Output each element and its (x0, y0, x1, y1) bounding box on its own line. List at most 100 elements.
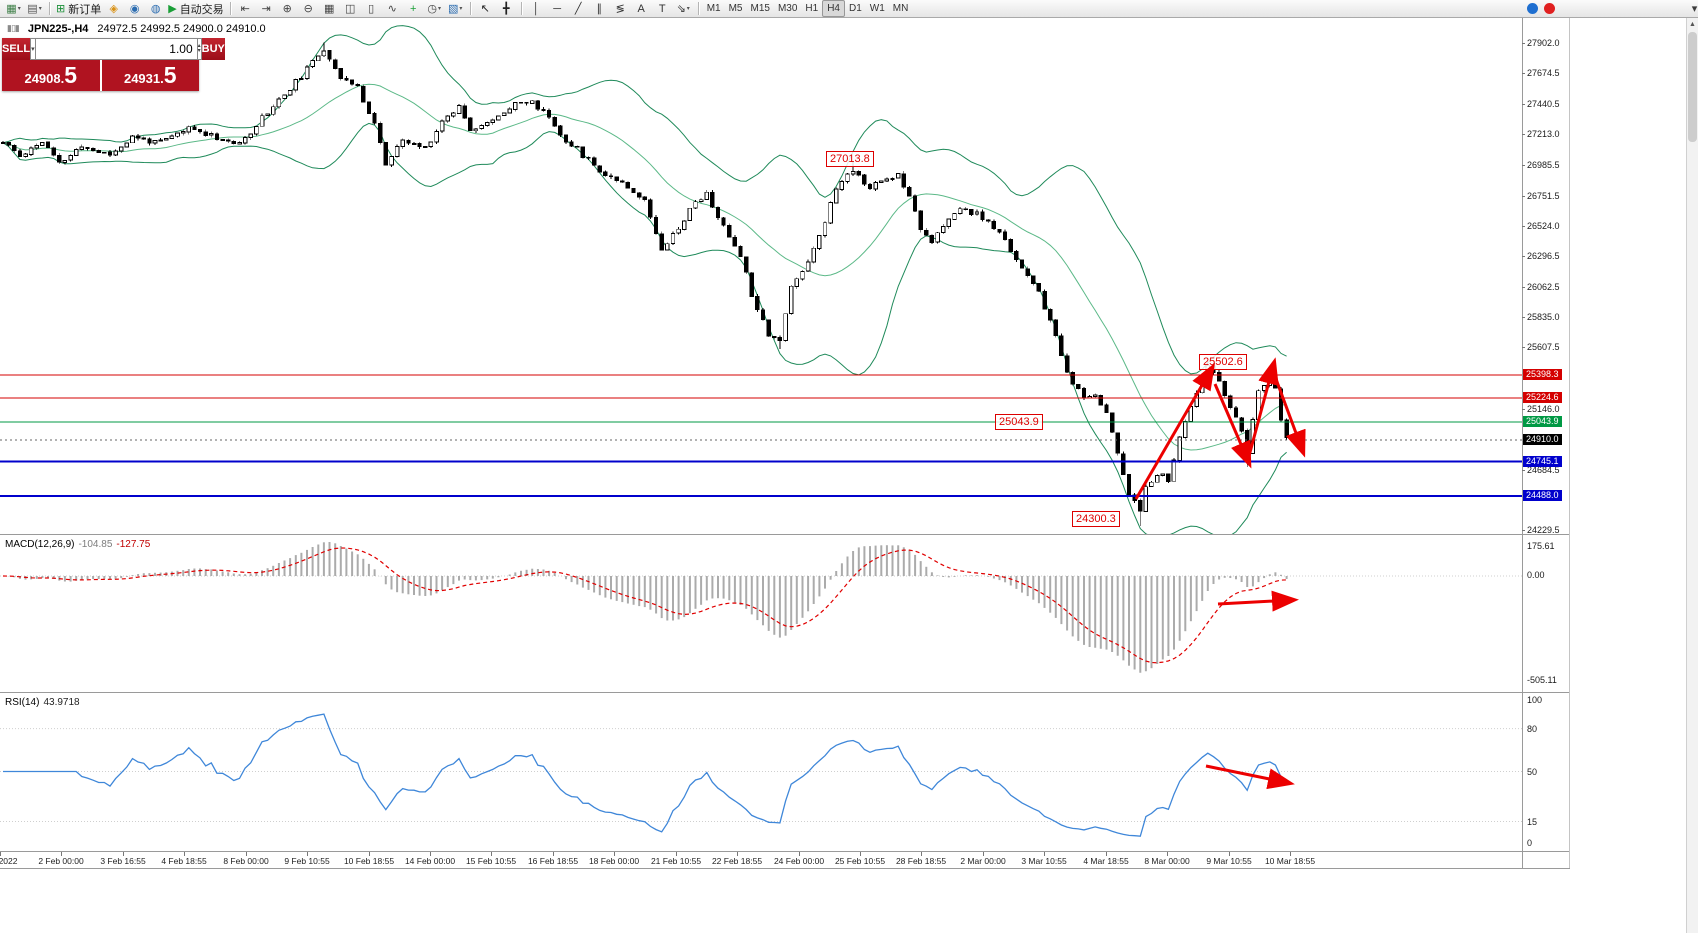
prev-chart-button-icon: ⇤ (240, 2, 250, 15)
toolbar-overflow-button[interactable]: ▾ (1691, 3, 1698, 15)
time-tick-mark (1044, 852, 1045, 856)
add-indicator-button[interactable]: + (403, 1, 424, 17)
prev-chart-button[interactable]: ⇤ (235, 1, 256, 17)
time-tick-label: 9 Feb 10:55 (284, 856, 330, 866)
scrollbar-thumb[interactable] (1688, 32, 1697, 142)
scroll-up-icon[interactable]: ▲ (1689, 21, 1696, 28)
period-button[interactable]: ◷ ▾ (424, 1, 445, 17)
sell-button[interactable]: SELL (2, 38, 31, 60)
new-order-button-label: 新订单 (68, 3, 102, 16)
timeframe-w1-button[interactable]: W1 (869, 3, 885, 14)
zoom-in-button[interactable]: ⊕ (277, 1, 298, 17)
lot-input[interactable] (35, 38, 198, 60)
globe-button-icon: ◍ (150, 2, 161, 15)
vline-tool[interactable]: │ (526, 1, 547, 17)
cursor-button[interactable]: ↖ (475, 1, 496, 17)
time-tick-label: 24 Feb 00:00 (773, 856, 825, 866)
lot-decrement-icon[interactable]: ▾ (197, 48, 201, 54)
candle-bodies (0, 50, 1289, 512)
channel-tool-icon: ∥ (596, 2, 602, 15)
zoom-out-button[interactable]: ⊖ (298, 1, 319, 17)
price-divider (99, 60, 102, 91)
candle-chart-button[interactable]: ▯ (361, 1, 382, 17)
sell-price[interactable]: 24908. 5 (24, 62, 78, 88)
timeframe-m15-button[interactable]: M15 (750, 3, 770, 14)
toolbar-separator (697, 2, 699, 15)
toolbar-separator (520, 2, 522, 15)
time-tick-label: 28 Feb 18:55 (895, 856, 947, 866)
community-status-icon[interactable] (1527, 3, 1538, 14)
symbol-title: JPN225-,H4 (27, 23, 89, 35)
template-button[interactable]: ▧ ▾ (445, 1, 466, 17)
trendline-tool[interactable]: ╱ (568, 1, 589, 17)
panel-separator[interactable] (0, 534, 1570, 535)
timeframe-h1-button[interactable]: H1 (805, 3, 819, 14)
time-tick-mark (1229, 852, 1230, 856)
metaeditor-button[interactable]: ◈ (103, 1, 124, 17)
hline-tool[interactable]: ─ (547, 1, 568, 17)
chart-type-button[interactable]: ▦ ▾ (3, 1, 24, 17)
next-chart-button[interactable]: ⇥ (256, 1, 277, 17)
axis-separator (1522, 18, 1523, 868)
line-chart-button[interactable]: ∿ (382, 1, 403, 17)
label-tool[interactable]: T (652, 1, 673, 17)
panel-separator (0, 851, 1570, 852)
macd-label: MACD(12,26,9) -104.85 -127.75 (5, 539, 151, 550)
time-tick-mark (307, 852, 308, 856)
time-tick-mark (369, 852, 370, 856)
bar-chart-button[interactable]: ◫ (340, 1, 361, 17)
buy-button[interactable]: BUY (201, 38, 225, 60)
mql5-button[interactable]: ◉ (124, 1, 145, 17)
price-annotation-box[interactable]: 24300.3 (1072, 511, 1120, 527)
price-tick-label: 26985.5 (1527, 160, 1560, 170)
candlestick-icon: ▮▯▮ (7, 23, 20, 33)
lot-stepper[interactable]: ▴ ▾ (197, 38, 202, 60)
crosshair-button[interactable]: ╋ (496, 1, 517, 17)
main-chart-panel[interactable] (0, 18, 1522, 538)
tile-windows-button[interactable]: ▦ (319, 1, 340, 17)
price-annotation-box[interactable]: 27013.8 (826, 151, 874, 167)
price-annotation-box[interactable]: 25043.9 (995, 414, 1043, 430)
lot-preset-dropdown[interactable]: ▾ (30, 38, 36, 60)
macd-panel[interactable] (0, 536, 1522, 692)
timeframe-m5-button[interactable]: M5 (728, 3, 743, 14)
new-order-button[interactable]: ⊞ 新订单 (54, 1, 103, 17)
price-tick-label: 26524.0 (1527, 221, 1560, 231)
toolbar-separator (49, 2, 50, 15)
price-annotation-box[interactable]: 25502.6 (1199, 354, 1247, 370)
arrows-tool[interactable]: ⇘ ▾ (673, 1, 694, 17)
timeframe-h4-button[interactable]: H4 (822, 0, 845, 17)
panel-separator[interactable] (0, 692, 1570, 693)
buy-price[interactable]: 24931. 5 (123, 62, 177, 88)
axis-tick-mark (1522, 256, 1525, 257)
rsi-panel[interactable] (0, 694, 1522, 852)
globe-button[interactable]: ◍ (145, 1, 166, 17)
timeframe-mn-button[interactable]: MN (892, 3, 909, 14)
timeframe-m1-button[interactable]: M1 (706, 3, 721, 14)
axis-tick-mark (1522, 530, 1525, 531)
fibonacci-tool[interactable]: ≶ (610, 1, 631, 17)
timeframe-m30-button[interactable]: M30 (777, 3, 798, 14)
channel-tool[interactable]: ∥ (589, 1, 610, 17)
time-tick-mark (1290, 852, 1291, 856)
rsi-axis-label: 50 (1527, 767, 1538, 777)
profiles-button[interactable]: ▤ ▾ (24, 1, 45, 17)
axis-tick-mark (1522, 470, 1525, 471)
record-status-icon[interactable] (1544, 3, 1555, 14)
time-tick-mark (553, 852, 554, 856)
timeframe-d1-button[interactable]: D1 (849, 3, 862, 14)
chart-header: ▮▯▮ JPN225-,H4 24972.5 24992.5 24900.0 2… (7, 23, 266, 35)
lot-increment-icon[interactable]: ▴ (197, 43, 201, 49)
rsi-axis-label: 15 (1527, 817, 1538, 827)
time-tick-mark (1167, 852, 1168, 856)
candle-wicks (2, 42, 1287, 526)
text-tool[interactable]: A (631, 1, 652, 17)
vertical-scrollbar[interactable]: ▲ (1686, 18, 1698, 933)
axis-tick-mark (1522, 73, 1525, 74)
macd-histogram (7, 542, 1288, 673)
axis-tick-mark (1522, 196, 1525, 197)
axis-tick-mark (1522, 409, 1525, 410)
toolbar-separator (229, 2, 231, 15)
profiles-button-icon: ▤ (27, 2, 38, 15)
autotrading-button[interactable]: ▶ 自动交易 (166, 1, 225, 17)
